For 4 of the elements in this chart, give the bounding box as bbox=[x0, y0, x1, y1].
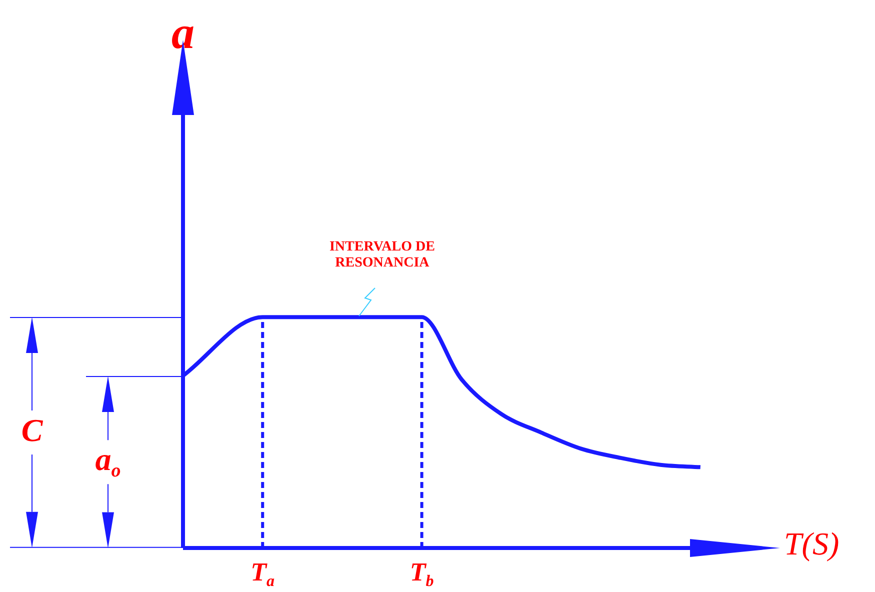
text: C bbox=[21, 412, 44, 448]
x-axis-title: T(S) bbox=[784, 525, 840, 562]
text: INTERVALO DE RESONANCIA bbox=[329, 240, 435, 271]
text: a bbox=[172, 6, 194, 58]
